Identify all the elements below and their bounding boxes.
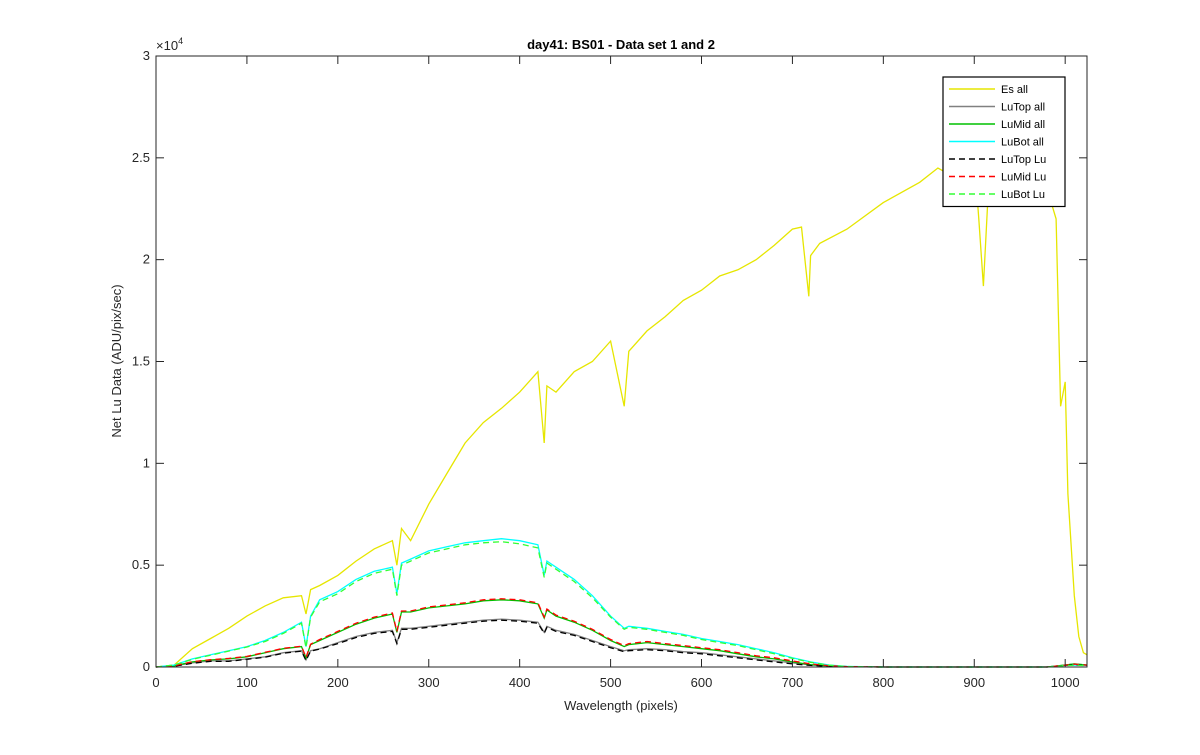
y-tick-label-2: 1 [143, 455, 150, 470]
legend-label-1: LuTop all [1001, 102, 1045, 114]
y-exponent-base: ×10 [156, 38, 178, 53]
x-tick-label-0: 0 [152, 675, 159, 690]
x-tick-label-3: 300 [418, 675, 440, 690]
x-tick-label-6: 600 [691, 675, 713, 690]
y-tick-label-6: 3 [143, 48, 150, 63]
legend: Es all LuTop all LuMid all LuBot all LuTop L… [942, 76, 1066, 208]
series-line-6 [155, 541, 1088, 668]
x-tick-label-7: 700 [782, 675, 804, 690]
x-tick-label-8: 800 [872, 675, 894, 690]
legend-label-3: LuBot all [1001, 137, 1044, 149]
x-axis-label: Wavelength (pixels) [564, 698, 678, 713]
legend-label-2: LuMid all [1001, 119, 1045, 131]
y-exponent-power: 4 [178, 36, 183, 46]
plot-background [156, 56, 1087, 667]
axes: 0 100 200 300 400 500 600 700 800 900 1000 0 0.5 1 1.5… [132, 48, 1088, 690]
x-tick-label-5: 500 [600, 675, 622, 690]
y-tick-label-0: 0 [143, 659, 150, 674]
legend-label-4: LuTop Lu [1001, 154, 1046, 166]
series-line-4 [155, 619, 1088, 668]
legend-label-6: LuBot Lu [1001, 189, 1045, 201]
x-tick-label-2: 200 [327, 675, 349, 690]
legend-label-5: LuMid Lu [1001, 172, 1046, 184]
y-axis-label: Net Lu Data (ADU/pix/sec) [109, 284, 124, 437]
x-tick-label-1: 100 [236, 675, 258, 690]
chart-title: day41: BS01 - Data set 1 and 2 [527, 37, 715, 52]
y-tick-label-1: 0.5 [132, 557, 150, 572]
y-tick-label-3: 1.5 [132, 354, 150, 369]
y-tick-label-5: 2.5 [132, 150, 150, 165]
y-tick-label-4: 2 [143, 252, 150, 267]
legend-label-0: Es all [1001, 84, 1028, 96]
y-exponent-label: ×104 [156, 36, 183, 53]
plot-area [155, 156, 1088, 668]
x-tick-label-10: 1000 [1051, 675, 1080, 690]
x-tick-label-4: 400 [509, 675, 531, 690]
x-tick-label-9: 900 [963, 675, 985, 690]
